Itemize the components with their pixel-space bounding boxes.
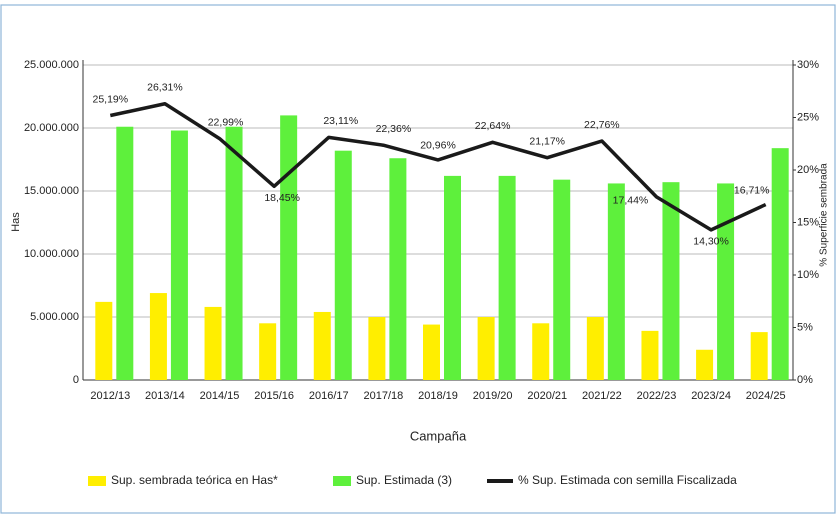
legend-label: Sup. Estimada (3) — [356, 473, 452, 487]
data-label: 17,44% — [613, 195, 649, 207]
y2-tick-label: 15% — [797, 216, 819, 228]
bar — [95, 301, 113, 380]
bar — [334, 150, 352, 380]
x-tick-label: 2016/17 — [309, 390, 349, 402]
bar — [444, 175, 461, 380]
bar — [170, 130, 188, 380]
x-tick-label: 2012/13 — [90, 390, 130, 402]
y2-tick-label: 0% — [797, 374, 813, 386]
bar — [696, 349, 714, 380]
bar — [149, 293, 167, 380]
data-label: 21,17% — [529, 135, 565, 147]
x-tick-label: 2018/19 — [418, 390, 458, 402]
bar — [204, 306, 222, 380]
bar — [498, 175, 516, 380]
data-label: 22,76% — [584, 119, 620, 131]
y2-axis-title: % Superficie sembrada — [819, 163, 830, 267]
bar — [116, 126, 134, 381]
bar — [477, 317, 495, 380]
x-tick-label: 2017/18 — [364, 390, 404, 402]
x-axis-title: Campaña — [410, 428, 467, 443]
bar — [641, 330, 659, 380]
data-label: 26,31% — [147, 82, 183, 94]
bar — [607, 183, 625, 380]
y2-tick-label: 20% — [797, 164, 819, 176]
x-tick-label: 2024/25 — [746, 390, 786, 402]
legend-swatch — [333, 476, 351, 486]
x-tick-label: 2019/20 — [473, 390, 513, 402]
bar — [313, 311, 331, 380]
bar — [586, 317, 604, 380]
x-tick-label: 2022/23 — [637, 390, 677, 402]
data-label: 25,19% — [92, 93, 128, 105]
y-tick-label: 5.000.000 — [30, 311, 79, 323]
bar — [532, 323, 550, 380]
frame — [0, 4, 836, 514]
data-label: 23,11% — [323, 115, 358, 127]
bar — [553, 179, 571, 380]
data-label: 14,30% — [693, 236, 729, 248]
bar — [389, 158, 407, 380]
y2-tick-label: 10% — [797, 269, 819, 281]
x-tick-label: 2023/24 — [691, 390, 731, 402]
x-tick-label: 2020/21 — [527, 390, 567, 402]
x-tick-label: 2014/15 — [200, 390, 240, 402]
legend-label: % Sup. Estimada con semilla Fiscalizada — [518, 473, 737, 487]
bar — [771, 148, 789, 380]
data-label: 22,36% — [376, 123, 412, 135]
y2-tick-label: 25% — [797, 111, 819, 123]
data-label: 18,45% — [264, 192, 300, 204]
data-label: 22,99% — [208, 116, 244, 128]
bar — [662, 182, 680, 380]
data-label: 20,96% — [420, 140, 456, 152]
y-tick-label: 10.000.000 — [24, 248, 79, 260]
bar — [717, 183, 735, 380]
y-axis-title: Has — [10, 212, 22, 232]
y2-tick-label: 5% — [797, 321, 813, 333]
y-tick-label: 0 — [73, 374, 79, 386]
line — [109, 101, 767, 232]
data-label: 16,71% — [734, 184, 770, 196]
bar — [368, 317, 386, 380]
x-tick-label: 2015/16 — [254, 390, 294, 402]
legend-swatch — [88, 476, 106, 486]
bar — [423, 324, 440, 380]
x-tick-label: 2021/22 — [582, 390, 622, 402]
x-tick-label: 2013/14 — [145, 390, 185, 402]
bar — [225, 126, 243, 381]
y-tick-label: 15.000.000 — [24, 185, 79, 197]
bar — [259, 323, 277, 380]
bar — [280, 115, 298, 381]
y-tick-label: 20.000.000 — [24, 122, 79, 134]
y-tick-label: 25.000.000 — [24, 59, 79, 71]
y2-tick-label: 30% — [797, 59, 819, 71]
legend-label: Sup. sembrada teórica en Has* — [111, 473, 278, 487]
bar — [750, 332, 768, 380]
data-label: 22,64% — [475, 120, 511, 132]
